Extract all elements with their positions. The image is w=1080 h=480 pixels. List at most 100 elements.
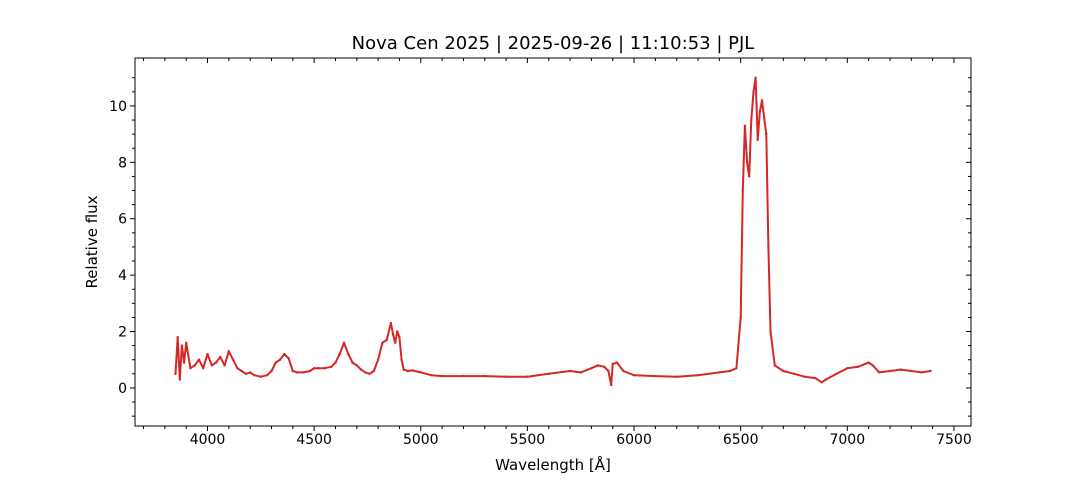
- spectrum-point: [603, 365, 606, 368]
- spectrum-point: [899, 368, 902, 371]
- spectrum-point: [206, 352, 209, 356]
- x-tick-label: 5500: [510, 432, 546, 448]
- spectrum-point: [406, 369, 410, 373]
- spectrum-point: [182, 361, 186, 364]
- spectrum-point: [611, 362, 614, 366]
- spectrum-point: [385, 338, 388, 342]
- spectrum-point: [342, 341, 346, 344]
- spectrum-point: [302, 371, 305, 374]
- plot-frame: [134, 57, 972, 427]
- spectrum-point: [803, 375, 806, 378]
- spectrum-point: [193, 364, 196, 367]
- spectrum-point: [615, 361, 619, 364]
- spectrum-point: [180, 344, 184, 347]
- spectrum-point: [259, 375, 262, 378]
- spectrum-point: [274, 361, 277, 364]
- spectrum-point: [219, 355, 222, 359]
- spectrum-point: [249, 371, 252, 374]
- spectrum-point: [767, 245, 770, 249]
- spectrum-point: [330, 365, 333, 368]
- spectrum-point: [419, 371, 422, 374]
- spectrum-point: [364, 371, 367, 374]
- spectrum-point: [210, 364, 213, 367]
- spectrum-point: [176, 336, 179, 339]
- series-layer: [174, 76, 932, 387]
- spectrum-point: [396, 330, 399, 333]
- y-tick-label: 4: [118, 268, 127, 284]
- spectrum-point: [743, 124, 747, 127]
- spectrum-point: [748, 175, 751, 178]
- spectrum-point: [244, 372, 248, 375]
- spectrum-point: [756, 138, 759, 141]
- spectrum-point: [334, 361, 337, 364]
- spectrum-point: [391, 333, 395, 336]
- spectrum-point: [394, 341, 397, 344]
- spectrum-point: [236, 367, 239, 370]
- spectrum-point: [197, 358, 201, 361]
- spectrum-point: [223, 364, 226, 367]
- spectrum-point: [372, 369, 376, 373]
- spectrum-point: [368, 372, 371, 375]
- spectrum-point: [317, 367, 320, 370]
- spectrum-point: [308, 369, 312, 373]
- spectrum-point: [871, 364, 875, 367]
- spectrum-point: [762, 116, 766, 119]
- spectrum-point: [752, 90, 755, 94]
- spectrum-point: [402, 368, 405, 371]
- spectrum-point: [846, 367, 849, 370]
- spectrum-point: [929, 369, 932, 373]
- spectrum-point: [400, 358, 403, 361]
- spectrum-point: [835, 372, 838, 375]
- spectrum-point: [607, 369, 610, 373]
- spectrum-point: [758, 110, 762, 113]
- spectrum-point: [323, 367, 326, 370]
- spectrum-point: [632, 374, 636, 377]
- y-tick-label: 2: [118, 325, 127, 341]
- spectrum-point: [504, 375, 508, 378]
- x-tick-label: 7500: [936, 432, 972, 448]
- spectrum-point: [754, 76, 757, 79]
- spectrum-point: [411, 369, 414, 372]
- spectrum-point: [270, 369, 273, 373]
- spectrum-point: [266, 374, 269, 377]
- spectrum-point: [610, 383, 613, 387]
- spectrum-point: [253, 374, 256, 377]
- spectrum-point: [910, 369, 913, 373]
- spectrum-point: [174, 372, 177, 375]
- spectrum-point: [782, 369, 785, 373]
- spectrum-point: [355, 364, 358, 367]
- spectrum-point: [579, 371, 582, 374]
- spectrum-point: [867, 361, 870, 364]
- x-axis-label: Wavelength [Å]: [495, 455, 611, 474]
- x-tick-label: 6500: [723, 432, 759, 448]
- spectrum-point: [202, 367, 205, 370]
- spectrum-point: [376, 358, 380, 361]
- spectrum-point: [765, 132, 768, 136]
- spectrum-point: [227, 350, 230, 353]
- spectrum-point: [741, 189, 744, 192]
- spectrum-line: [174, 76, 931, 387]
- x-tick-label: 7000: [829, 432, 865, 448]
- spectrum-point: [773, 364, 776, 367]
- spectrum-point: [878, 371, 881, 374]
- x-tick-label: 4500: [296, 432, 332, 448]
- spectrum-point: [287, 357, 290, 360]
- x-tick-label: 5000: [403, 432, 439, 448]
- spectrum-point: [462, 374, 465, 378]
- x-tick-label: 4000: [190, 432, 226, 448]
- spectrum-point: [920, 371, 924, 374]
- spectrum-point: [675, 375, 678, 378]
- spectrum-point: [189, 367, 192, 370]
- spectrum-point: [547, 372, 550, 375]
- spectrum-point: [824, 378, 828, 381]
- spectrum-point: [351, 361, 354, 364]
- spectrum-point: [278, 358, 282, 361]
- spectrum-point: [820, 381, 823, 384]
- spectrum-point: [295, 371, 299, 374]
- spectrum-point: [654, 374, 657, 378]
- spectrum-point: [888, 369, 892, 373]
- spectrum-point: [568, 369, 572, 373]
- spectrum-point: [398, 336, 401, 339]
- spectrum-point: [381, 341, 384, 344]
